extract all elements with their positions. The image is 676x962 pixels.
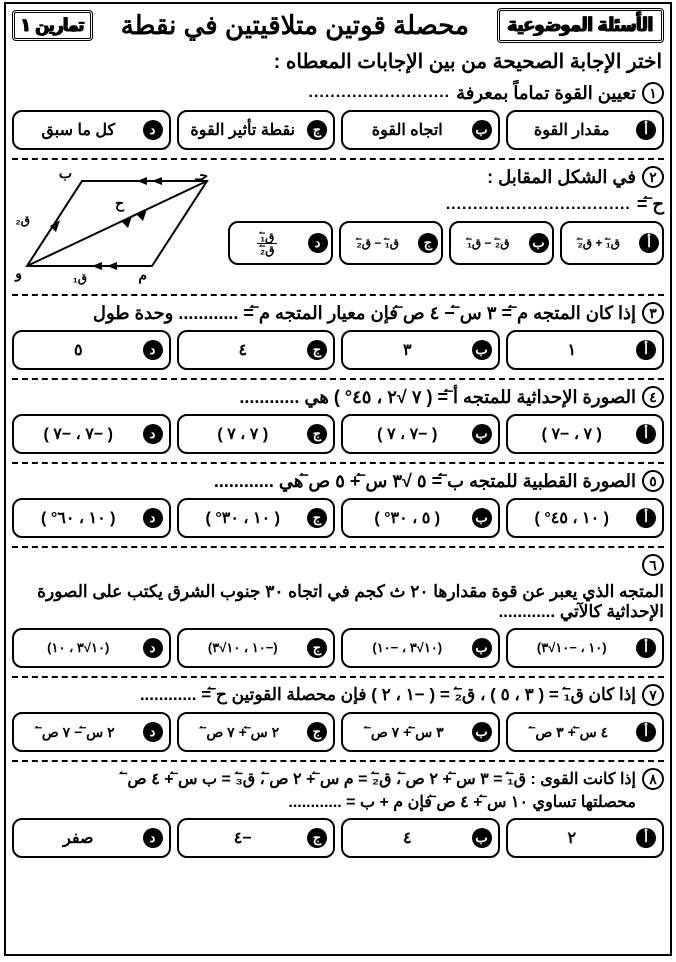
q4-choices: أ( ٧ ، −٧ ) ب( −٧ ، ٧ ) ج( ٧ ، ٧ ) د( −٧…: [12, 414, 664, 454]
q6-opt-b[interactable]: ب(١٠√٣ ، −١٠): [341, 628, 500, 668]
q2-choices: أق⃐₁ + ق⃐₂ بق⃐₂ − ق⃐₁ جق⃐₁ − ق⃐₂ دق⃐₁ق⃐₂: [228, 221, 664, 265]
q2-opt-a[interactable]: أق⃐₁ + ق⃐₂: [560, 221, 665, 265]
q8-opt-d[interactable]: دصفر: [12, 818, 171, 858]
q7-opt-b[interactable]: ب٣ س⃐ + ٧ ص⃐: [341, 712, 500, 752]
q3-text: إذا كان المتجه م⃐ = ٣ س⃐ − ٤ ص⃐ فإن معيا…: [93, 303, 636, 324]
q7-choices: أ٤ س⃐ + ٣ ص⃐ ب٣ س⃐ + ٧ ص⃐ ج٢ س⃐ + ٧ ص⃐ د…: [12, 712, 664, 752]
q3-opt-a[interactable]: أ١: [506, 330, 665, 370]
q4-opt-d[interactable]: د( −٧ ، −٧ ): [12, 414, 171, 454]
q8-choices: أ٢ ب٤ ج−٤ دصفر: [12, 818, 664, 858]
q4-opt-b[interactable]: ب( −٧ ، ٧ ): [341, 414, 500, 454]
svg-text:و: و: [14, 265, 22, 282]
q3-opt-b[interactable]: ب٣: [341, 330, 500, 370]
q8-opt-b[interactable]: ب٤: [341, 818, 500, 858]
q7-opt-d[interactable]: د٢ س⃐ − ٧ ص⃐: [12, 712, 171, 752]
question-8: ٨ إذا كانت القوى : ق⃐₁ = ٣ س⃐ + ٢ ص⃐ ، ق…: [12, 768, 664, 858]
q4-opt-c[interactable]: ج( ٧ ، ٧ ): [177, 414, 336, 454]
q5-opt-b[interactable]: ب( ٥ ، ٣٠° ): [341, 498, 500, 538]
question-6: ٦ المتجه الذي يعبر عن قوة مقدارها ٢٠ ث ك…: [12, 554, 664, 668]
page-title: محصلة قوتين متلاقيتين في نقطة: [99, 10, 491, 41]
q3-choices: أ١ ب٣ ج٤ د٥: [12, 330, 664, 370]
q8-opt-c[interactable]: ج−٤: [177, 818, 336, 858]
question-4: ٤ الصورة الإحداثية للمتجه أ⃐ = ( ٧ √٢ ، …: [12, 386, 664, 454]
section-badge: الأسئلة الموضوعية: [497, 8, 664, 43]
q2-lead: ح⃐ =: [637, 194, 664, 215]
divider: [12, 158, 664, 160]
q3-opt-c[interactable]: ج٤: [177, 330, 336, 370]
q1-text: تعيين القوة تماماً بمعرفة: [456, 83, 636, 104]
q7-number: ٧: [642, 684, 664, 706]
q1-choices: أمقدار القوة باتجاه القوة جنقطة تأثير ال…: [12, 110, 664, 150]
q6-choices: أ(١٠ ، −١٠√٣) ب(١٠√٣ ، −١٠) ج(−١٠ ، ١٠√٣…: [12, 628, 664, 668]
q6-number: ٦: [642, 554, 664, 576]
question-1: ١ تعيين القوة تماماً بمعرفة ............…: [12, 82, 664, 150]
divider: [12, 462, 664, 464]
q7-opt-a[interactable]: أ٤ س⃐ + ٣ ص⃐: [506, 712, 665, 752]
q4-number: ٤: [642, 386, 664, 408]
worksheet-page: الأسئلة الموضوعية محصلة قوتين متلاقيتين …: [4, 2, 672, 956]
q2-text: في الشكل المقابل :: [487, 167, 636, 188]
q5-opt-a[interactable]: أ( ١٠ ، ٤٥° ): [506, 498, 665, 538]
q1-opt-a[interactable]: أمقدار القوة: [506, 110, 665, 150]
q1-opt-c[interactable]: جنقطة تأثير القوة: [177, 110, 336, 150]
parallelogram-figure: و م ب جـ ح ق₁ ق₂: [12, 166, 222, 286]
q2-opt-b[interactable]: بق⃐₂ − ق⃐₁: [449, 221, 554, 265]
svg-text:م: م: [138, 267, 147, 284]
q6-opt-a[interactable]: أ(١٠ ، −١٠√٣): [506, 628, 665, 668]
svg-text:ق₁: ق₁: [73, 271, 87, 285]
q8-number: ٨: [642, 768, 664, 790]
instruction: اختر الإجابة الصحيحة من بين الإجابات الم…: [14, 49, 662, 74]
q5-choices: أ( ١٠ ، ٤٥° ) ب( ٥ ، ٣٠° ) ج( ١٠ ، ٣٠° )…: [12, 498, 664, 538]
divider: [12, 760, 664, 762]
q2-number: ٢: [642, 166, 664, 188]
q7-text: إذا كان ق⃐₁ = ( ٣ ، ٥ ) ، ق⃐₂ = ( −١ ، ٢…: [140, 685, 636, 705]
q4-text: الصورة الإحداثية للمتجه أ⃐ = ( ٧ √٢ ، ٤٥…: [239, 387, 636, 408]
q8-text: إذا كانت القوى : ق⃐₁ = ٣ س⃐ + ٢ ص⃐ ، ق⃐₂…: [127, 769, 636, 789]
q5-number: ٥: [642, 470, 664, 492]
q2-opt-d[interactable]: دق⃐₁ق⃐₂: [228, 221, 333, 265]
q3-opt-d[interactable]: د٥: [12, 330, 171, 370]
q5-opt-d[interactable]: د( ١٠ ، ٦٠° ): [12, 498, 171, 538]
q7-opt-c[interactable]: ج٢ س⃐ + ٧ ص⃐: [177, 712, 336, 752]
blank-dots: ..........................: [309, 84, 451, 102]
q6-opt-c[interactable]: ج(−١٠ ، ١٠√٣): [177, 628, 336, 668]
question-7: ٧ إذا كان ق⃐₁ = ( ٣ ، ٥ ) ، ق⃐₂ = ( −١ ،…: [12, 684, 664, 752]
header: الأسئلة الموضوعية محصلة قوتين متلاقيتين …: [12, 8, 664, 43]
question-3: ٣ إذا كان المتجه م⃐ = ٣ س⃐ − ٤ ص⃐ فإن مع…: [12, 302, 664, 370]
svg-text:ح: ح: [115, 195, 125, 212]
q5-text: الصورة القطبية للمتجه ب⃐ = ٥ √٣ س⃐ + ٥ ص…: [214, 471, 636, 492]
svg-text:ق₂: ق₂: [15, 213, 30, 227]
divider: [12, 294, 664, 296]
q6-opt-d[interactable]: د(١٠√٣ ، ١٠): [12, 628, 171, 668]
q1-opt-d[interactable]: دكل ما سبق: [12, 110, 171, 150]
q3-number: ٣: [642, 302, 664, 324]
exercise-badge: تمارين ١: [12, 10, 93, 41]
divider: [12, 676, 664, 678]
divider: [12, 378, 664, 380]
q1-opt-b[interactable]: باتجاه القوة: [341, 110, 500, 150]
q4-opt-a[interactable]: أ( ٧ ، −٧ ): [506, 414, 665, 454]
q8-opt-a[interactable]: أ٢: [506, 818, 665, 858]
question-5: ٥ الصورة القطبية للمتجه ب⃐ = ٥ √٣ س⃐ + ٥…: [12, 470, 664, 538]
q1-number: ١: [642, 82, 664, 104]
q5-opt-c[interactable]: ج( ١٠ ، ٣٠° ): [177, 498, 336, 538]
q8-text2: محصلتها تساوي ١٠ س⃐ + ٤ ص⃐ فإن م + ب = .…: [288, 792, 636, 812]
q2-opt-c[interactable]: جق⃐₁ − ق⃐₂: [339, 221, 444, 265]
q6-text: المتجه الذي يعبر عن قوة مقدارها ٢٠ ث كجم…: [12, 582, 664, 622]
svg-text:جـ: جـ: [194, 167, 208, 183]
question-2: ٢ في الشكل المقابل : ح⃐ = ..............…: [12, 166, 664, 286]
divider: [12, 546, 664, 548]
svg-text:ب: ب: [59, 166, 72, 181]
